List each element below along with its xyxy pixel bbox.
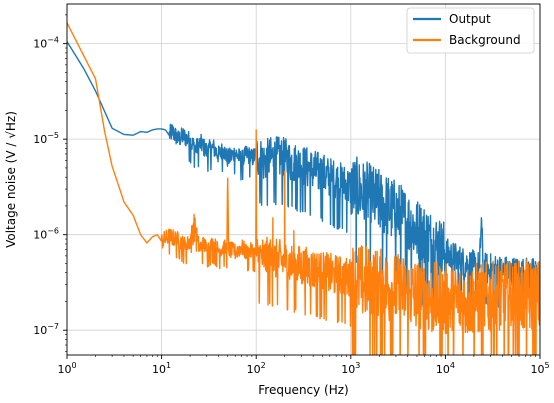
y-tick-label-2: 10−5	[33, 131, 59, 146]
x-tick-label-4: 104	[436, 361, 455, 376]
x-tick-label-0: 100	[57, 361, 76, 376]
series-line-output	[67, 41, 540, 323]
series-background	[67, 22, 540, 355]
series-output	[67, 41, 540, 323]
x-tick-label-3: 103	[341, 361, 360, 376]
y-axis-label: Voltage noise (V / √Hz)	[4, 111, 18, 248]
series-line-background	[67, 22, 540, 355]
legend-label-output: Output	[449, 12, 491, 26]
plot-area	[67, 22, 540, 355]
y-tick-label-3: 10−4	[33, 36, 59, 51]
x-tick-label-5: 105	[530, 361, 549, 376]
legend-label-background: Background	[449, 33, 521, 47]
x-tick-label-2: 102	[247, 361, 266, 376]
tick-labels: 100 101 102 103 104 105 10−7 10−6 10−5 10−4	[33, 36, 549, 376]
x-axis-label: Frequency (Hz)	[258, 383, 349, 397]
x-tick-label-1: 101	[152, 361, 171, 376]
legend: Output Background	[406, 7, 535, 54]
tick-marks	[63, 14, 541, 359]
axes-frame	[66, 3, 541, 356]
y-tick-label-1: 10−6	[33, 227, 59, 242]
y-tick-label-0: 10−7	[33, 322, 59, 337]
